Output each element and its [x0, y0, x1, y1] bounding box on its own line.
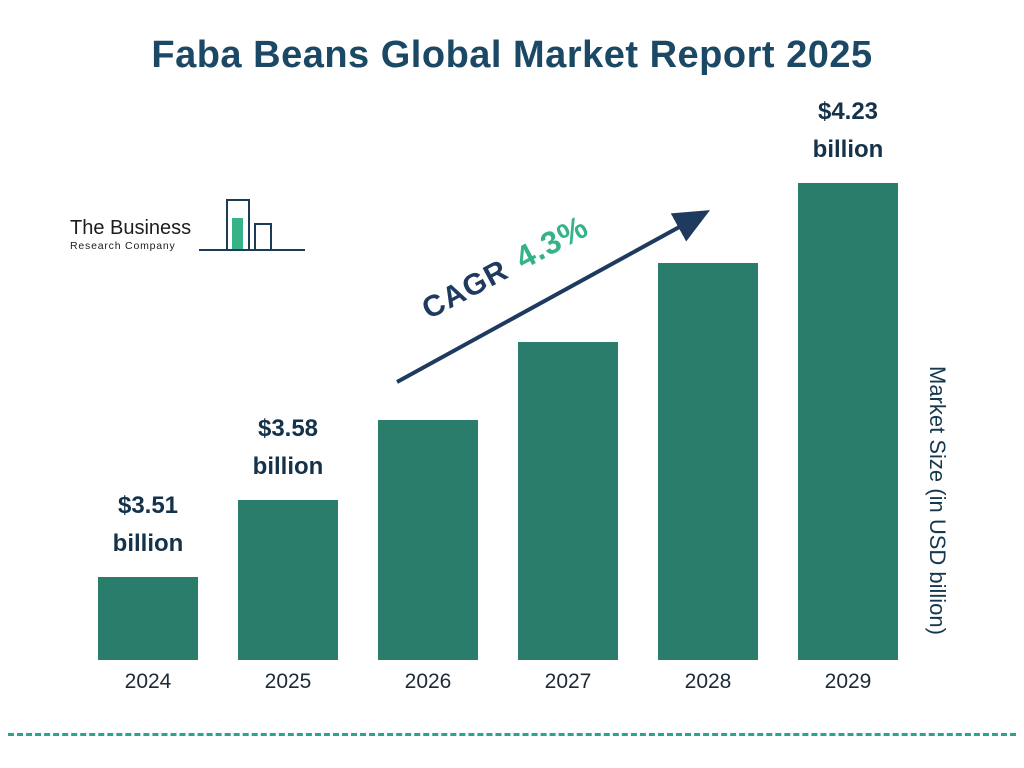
bar-column-2024: $3.51 billion 2024 [98, 487, 198, 696]
cagr-trend-arrow [396, 210, 711, 384]
bar-column-2029: $4.23 billion 2029 [798, 93, 898, 696]
bar-value-label: $3.58 billion [253, 410, 324, 486]
company-logo: The Business Research Company [70, 196, 307, 258]
logo-text: The Business Research Company [70, 217, 191, 258]
year-label-2027: 2027 [544, 670, 592, 693]
bar-column-2025: $3.58 billion 2025 [238, 410, 338, 696]
page-title: Faba Beans Global Market Report 2025 [151, 34, 873, 76]
bar-chart: $3.51 billion 2024 $3.58 billion 2025 20… [98, 93, 898, 696]
bar-value-label: $4.23 billion [813, 93, 884, 169]
logo-line2: Research Company [70, 240, 176, 252]
year-label-2029: 2029 [824, 670, 872, 693]
value-line2: billion [112, 530, 184, 557]
logo-line1: The Business [70, 217, 192, 239]
bar-2028 [658, 263, 758, 660]
bar-2024 [98, 577, 198, 660]
y-axis-label: Market Size (in USD billion) [925, 365, 950, 635]
bar-column-2028: 2028 [658, 249, 758, 696]
bar-2026 [378, 420, 478, 660]
value-line1: $3.51 [117, 492, 179, 519]
year-label-2026: 2026 [404, 670, 452, 693]
bar-2029 [798, 183, 898, 660]
year-label-2024: 2024 [124, 670, 172, 693]
year-label-2025: 2025 [264, 670, 312, 693]
value-line2: billion [252, 453, 324, 480]
value-line2: billion [812, 136, 884, 163]
bar-2025 [238, 500, 338, 660]
bar-column-2027: 2027 [518, 328, 618, 696]
year-label-2028: 2028 [684, 670, 732, 693]
bar-column-2026: 2026 [378, 406, 478, 696]
value-line1: $4.23 [817, 98, 879, 125]
bottom-dashed-divider [8, 733, 1016, 736]
bar-2027 [518, 342, 618, 660]
value-line1: $3.58 [257, 415, 319, 442]
logo-bar-chart-icon [199, 199, 306, 251]
bar-value-label: $3.51 billion [113, 487, 184, 563]
